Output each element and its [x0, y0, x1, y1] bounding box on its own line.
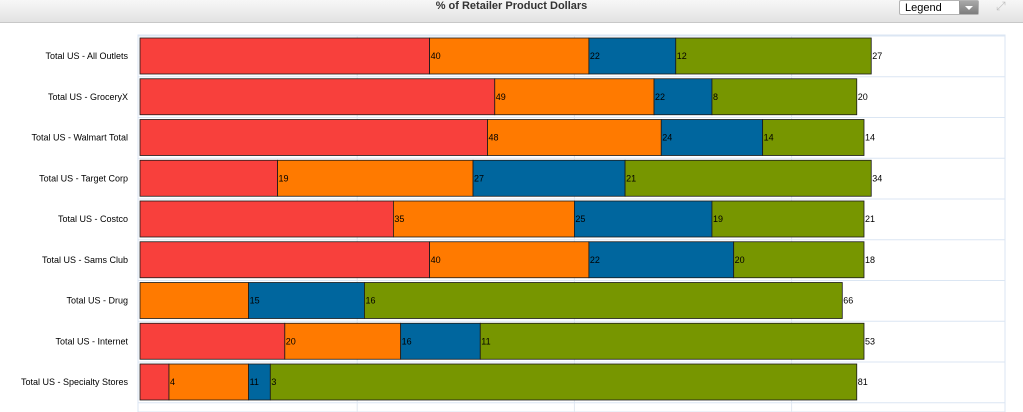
bar-segment[interactable] — [429, 37, 590, 75]
data-label: 66 — [843, 296, 853, 306]
data-label: 14 — [865, 133, 875, 143]
data-label: 53 — [865, 336, 875, 346]
data-label: 34 — [872, 173, 882, 183]
data-label: 19 — [713, 214, 723, 224]
legend-dropdown-label: Legend — [905, 2, 942, 14]
bar-segment[interactable] — [479, 322, 865, 360]
bar-segment[interactable] — [392, 200, 575, 238]
data-label: 35 — [394, 214, 404, 224]
bar-segment[interactable] — [269, 363, 858, 401]
bar-segment[interactable] — [494, 78, 655, 116]
chevron-down-icon[interactable] — [959, 1, 978, 14]
bar-segment[interactable] — [139, 322, 286, 360]
data-label: 21 — [865, 214, 875, 224]
data-label: 4 — [170, 377, 175, 387]
bar-segment[interactable] — [400, 322, 481, 360]
bar-segment[interactable] — [574, 200, 713, 238]
bar-segment[interactable] — [762, 119, 865, 156]
bars — [139, 37, 872, 401]
category-label: Total US - Sams Club — [42, 255, 128, 265]
data-label: 27 — [872, 51, 882, 61]
category-label: Total US - Internet — [55, 336, 128, 346]
data-label: 18 — [865, 255, 875, 265]
data-label: 22 — [590, 255, 600, 265]
bar-segment[interactable] — [248, 282, 365, 319]
bar-segment[interactable] — [660, 119, 764, 156]
bar-segment[interactable] — [588, 241, 735, 279]
bar-segment[interactable] — [733, 241, 865, 279]
bar-segment[interactable] — [139, 78, 496, 116]
data-label: 19 — [279, 173, 289, 183]
bar-segment[interactable] — [675, 37, 872, 75]
category-label: Total US - Walmart Total — [31, 133, 128, 143]
data-label: 49 — [496, 92, 506, 102]
category-label: Total US - All Outlets — [45, 51, 128, 61]
data-label: 20 — [858, 92, 868, 102]
bar-segment[interactable] — [364, 282, 843, 319]
data-label: 3 — [271, 377, 276, 387]
data-label: 22 — [590, 51, 600, 61]
bar-segment[interactable] — [284, 322, 402, 360]
data-label: 14 — [764, 133, 774, 143]
data-label: 11 — [250, 377, 259, 387]
category-label: Total US - Costco — [58, 214, 128, 224]
data-label: 16 — [402, 336, 412, 346]
data-label: 20 — [286, 336, 296, 346]
data-label: 8 — [713, 92, 718, 102]
bar-segment[interactable] — [139, 282, 249, 319]
data-label: 25 — [575, 214, 585, 224]
bar-segment[interactable] — [139, 200, 394, 238]
bar-segment[interactable] — [139, 159, 278, 197]
bar-segment[interactable] — [429, 241, 590, 279]
data-label: 22 — [655, 92, 665, 102]
bar-segment[interactable] — [139, 363, 170, 401]
data-label: 21 — [626, 173, 636, 183]
category-labels: Total US - All Outlets Total US - Grocery… — [21, 51, 129, 387]
data-label: 48 — [489, 133, 499, 143]
bar-segment[interactable] — [277, 159, 474, 197]
expand-icon[interactable]: ⤢ — [996, 0, 1006, 13]
bar-segment[interactable] — [711, 78, 858, 116]
bar-segment[interactable] — [139, 37, 431, 75]
bar-segment[interactable] — [168, 363, 250, 401]
data-label: 27 — [474, 173, 484, 183]
data-label: 15 — [250, 296, 260, 306]
chart-title: % of Retailer Product Dollars — [435, 0, 588, 12]
category-label: Total US - Drug — [66, 296, 128, 306]
bar-segment[interactable] — [139, 241, 431, 279]
data-label: 40 — [431, 255, 441, 265]
data-label: 81 — [858, 377, 868, 387]
data-label: 11 — [481, 336, 490, 346]
bar-segment[interactable] — [487, 119, 662, 156]
data-label: 40 — [431, 51, 441, 61]
chart-header: % of Retailer Product Dollars Legend ⤢ — [0, 0, 1023, 23]
data-label: 24 — [662, 133, 672, 143]
bar-segment[interactable] — [711, 200, 865, 238]
data-label: 20 — [735, 255, 745, 265]
bar-segment[interactable] — [624, 159, 872, 197]
bar-segment[interactable] — [139, 119, 488, 156]
category-label: Total US - GroceryX — [48, 92, 128, 102]
category-label: Total US - Target Corp — [39, 173, 128, 183]
bar-segment[interactable] — [472, 159, 626, 197]
legend-dropdown[interactable]: Legend — [899, 0, 979, 15]
bar-segment[interactable] — [588, 37, 677, 75]
category-label: Total US - Specialty Stores — [21, 377, 129, 387]
data-label: 16 — [365, 296, 375, 306]
data-label: 12 — [677, 51, 687, 61]
